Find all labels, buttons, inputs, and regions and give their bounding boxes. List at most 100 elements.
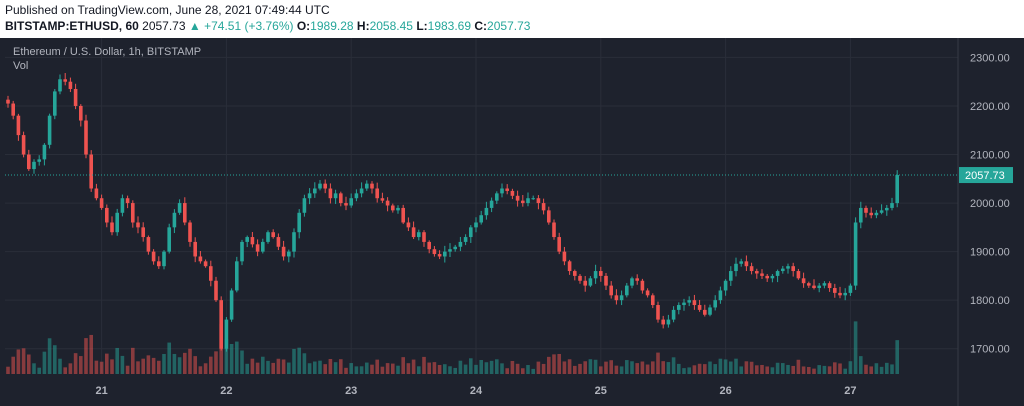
- candle-body: [349, 198, 353, 206]
- candle-body: [27, 154, 31, 170]
- candle-body: [781, 268, 785, 272]
- volume-bar: [645, 364, 650, 374]
- chart-area[interactable]: 2057.73 2300.00 2200.00 2100.00 2000.00 1900…: [0, 38, 1024, 406]
- volume-bar: [141, 358, 145, 374]
- volume-bar: [318, 360, 322, 374]
- candle-body: [708, 307, 712, 315]
- candle-body: [427, 241, 431, 250]
- candle-body: [843, 292, 847, 296]
- volume-bar: [578, 363, 582, 374]
- volume-bar: [250, 358, 255, 374]
- volume-bar: [817, 365, 821, 374]
- volume-bar: [276, 358, 281, 374]
- candle-body: [749, 266, 754, 272]
- candlestick-chart[interactable]: 2057.73 2300.00 2200.00 2100.00 2000.00 1900…: [0, 38, 1024, 406]
- candle-body: [567, 261, 572, 272]
- volume-bar: [807, 366, 811, 374]
- chart-legend-title: Ethereum / U.S. Dollar, 1h, BITSTAMP: [13, 46, 201, 58]
- candle-body: [755, 271, 759, 274]
- candle-body: [833, 288, 837, 293]
- candle-body: [885, 207, 889, 211]
- candle-body: [94, 188, 99, 199]
- candle-body: [120, 198, 125, 213]
- volume-bar: [391, 363, 395, 374]
- candle-body: [630, 278, 634, 286]
- volume-bar: [687, 367, 691, 374]
- volume-bar: [443, 364, 447, 374]
- candle-body: [245, 237, 249, 242]
- candle-body: [261, 241, 265, 252]
- candle-body: [723, 280, 728, 291]
- volume-bar: [328, 358, 333, 374]
- candle-body: [219, 300, 223, 349]
- price-tick-label: 1900.00: [970, 247, 1010, 259]
- candle-body: [500, 188, 504, 194]
- candle-body: [406, 222, 411, 228]
- volume-bar: [723, 359, 728, 374]
- volume-bar: [406, 363, 411, 374]
- open-label: O:: [296, 19, 311, 33]
- candle-body: [687, 300, 691, 303]
- candle-body: [63, 79, 67, 82]
- volume-bar: [73, 353, 78, 374]
- volume-bar: [453, 367, 457, 374]
- candle-body: [760, 273, 764, 276]
- candle-body: [510, 190, 515, 196]
- candle-body: [339, 193, 343, 204]
- low-value: 1983.69: [427, 19, 472, 33]
- candle-body: [692, 300, 697, 306]
- volume-bar: [531, 368, 535, 374]
- volume-bar: [359, 366, 364, 374]
- candle-body: [146, 237, 151, 252]
- volume-bar: [536, 361, 541, 374]
- candle-body: [380, 198, 385, 201]
- volume-bar: [458, 360, 463, 374]
- volume-bar: [500, 363, 504, 374]
- volume-bar: [661, 361, 665, 374]
- candle-body: [37, 159, 41, 162]
- volume-bar: [630, 361, 634, 374]
- volume-bar: [125, 365, 130, 374]
- volume-bar: [734, 358, 738, 374]
- candle-body: [391, 205, 395, 211]
- time-axis[interactable]: 21 22 23 24 25 26 27: [95, 385, 856, 397]
- candle-body: [365, 183, 369, 189]
- candle-body: [448, 249, 452, 252]
- published-note: Published on TradingView.com, June 28, 2…: [5, 3, 330, 17]
- volume-bar: [209, 356, 213, 374]
- candle-body: [796, 271, 801, 279]
- candle-body: [443, 251, 447, 257]
- volume-bar: [136, 361, 140, 374]
- candle-body: [713, 300, 717, 308]
- volume-bar: [640, 361, 645, 374]
- volume-bar: [32, 363, 36, 374]
- volume-bar: [167, 342, 171, 374]
- volume-bar: [177, 357, 182, 374]
- high-label: H:: [356, 19, 370, 33]
- volume-bar: [271, 362, 275, 374]
- volume-bar: [744, 361, 749, 374]
- volume-bar: [625, 360, 629, 374]
- volume-bar: [11, 356, 15, 374]
- candle-body: [16, 115, 21, 136]
- price-tick-label: 2100.00: [970, 150, 1010, 162]
- volume-bar: [68, 363, 73, 374]
- volume-bar: [713, 364, 717, 374]
- volume-bars: [6, 321, 899, 374]
- candle-body: [895, 175, 899, 204]
- date-tick-label: 24: [470, 385, 483, 397]
- volume-bar: [339, 359, 343, 374]
- volume-bar: [370, 364, 374, 374]
- volume-bar: [146, 355, 151, 374]
- volume-bar: [827, 366, 832, 374]
- candle-body: [183, 203, 187, 223]
- volume-bar: [775, 362, 780, 374]
- volume-bar: [172, 353, 177, 374]
- price-axis[interactable]: 2300.00 2200.00 2100.00 2000.00 1900.00 1800.…: [957, 38, 1010, 406]
- candle-body: [864, 207, 868, 213]
- price-tick-label: 1700.00: [970, 344, 1010, 356]
- volume-bar: [245, 363, 249, 374]
- candle-body: [656, 305, 660, 320]
- volume-bar: [651, 361, 655, 374]
- candle-body: [281, 246, 286, 257]
